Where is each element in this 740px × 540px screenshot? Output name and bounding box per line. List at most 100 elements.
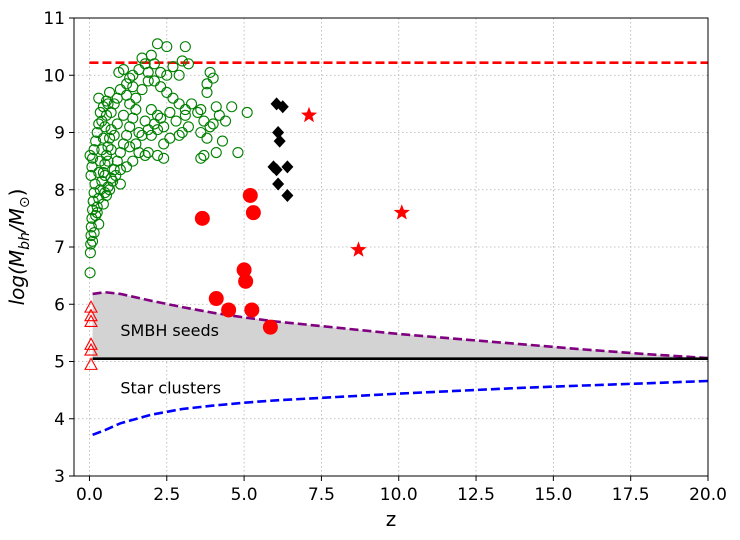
low-z-quasar-point [114, 84, 126, 96]
y-label-mid: /M [5, 208, 29, 234]
x-tick-label: 7.5 [308, 485, 335, 505]
y-tick-label: 9 [54, 124, 65, 144]
low-z-quasar-point [185, 98, 198, 110]
low-z-quasar-point [139, 149, 151, 161]
red-circle-point [245, 205, 261, 221]
low-z-quasar-point [170, 115, 182, 127]
low-z-quasar-point [84, 149, 96, 161]
low-z-quasar-point [167, 61, 179, 73]
low-z-quasar-point [127, 69, 139, 81]
low-z-quasar-point [182, 121, 194, 133]
tick-layer: 0.0 2.5 5.0 7.5 10.0 12.5 15.0 17.5 20.0 3 4 5 6 7 8 9 1… [43, 9, 727, 505]
low-z-quasar-point [85, 230, 97, 242]
shaded-region-layer [92, 292, 709, 359]
open-triangle-point [84, 314, 98, 327]
y-tick-label: 5 [54, 353, 65, 373]
low-z-quasar-point [145, 129, 157, 141]
low-z-quasar-point [173, 98, 185, 110]
red-circle-point [238, 273, 254, 289]
low-z-quasar-point [94, 155, 106, 167]
low-z-quasar-point [105, 144, 117, 156]
low-z-quasar-point [130, 138, 142, 150]
low-z-quasar-point [108, 129, 120, 141]
low-z-quasar-point [161, 41, 173, 53]
low-z-quasar-point [182, 58, 194, 70]
low-z-quasar-point [97, 132, 109, 144]
low-z-quasar-point [148, 58, 160, 70]
low-z-quasar-point [201, 78, 213, 90]
low-z-quasar-point [232, 146, 244, 159]
low-z-quasar-point [86, 161, 98, 173]
open-triangle-point [84, 342, 98, 356]
low-z-quasar-point [99, 121, 111, 133]
low-z-quasar-point [96, 115, 108, 127]
low-z-quasar-point [142, 124, 154, 136]
low-z-quasar-point [96, 144, 108, 156]
low-z-quasar-point [204, 121, 216, 133]
low-z-quasar-point [130, 104, 142, 116]
low-z-quasar-point [117, 109, 130, 121]
low-z-quasar-point [124, 72, 136, 84]
low-z-quasar-point [107, 175, 119, 187]
low-z-quasar-point [195, 152, 207, 164]
low-z-quasar-point [88, 144, 100, 156]
low-z-quasar-point [85, 169, 97, 181]
x-tick-label: 5.0 [231, 485, 258, 505]
low-z-quasar-point [195, 104, 207, 116]
low-z-quasar-point [210, 146, 222, 159]
x-tick-label: 10.0 [380, 485, 418, 505]
low-z-quasar-point [87, 152, 99, 164]
low-z-quasar-point [179, 41, 191, 53]
low-z-quasar-point [108, 98, 120, 110]
low-z-quasar-point [161, 69, 173, 81]
annotation-layer: SMBH seeds Star clusters [120, 321, 221, 397]
low-z-quasar-point [88, 227, 100, 239]
star-point [301, 106, 318, 123]
low-z-quasar-point [104, 86, 116, 98]
red-circle-point [244, 302, 260, 318]
high-z-quasar-point [272, 177, 285, 191]
low-z-quasar-point [100, 189, 113, 202]
low-z-quasar-point [94, 106, 106, 119]
low-z-quasar-point [155, 81, 167, 93]
high-z-quasar-point [272, 126, 285, 139]
high-z-quasar-point [281, 160, 294, 174]
point-layer [84, 38, 410, 370]
open-triangle-point [84, 357, 98, 370]
y-label-sub-bh: bh [17, 232, 33, 250]
low-z-quasar-point [155, 66, 167, 78]
low-z-quasar-point [145, 104, 157, 116]
low-z-quasar-point [84, 247, 96, 259]
low-z-quasar-point [158, 138, 170, 150]
low-z-quasar-point [210, 101, 222, 113]
low-z-quasar-point [93, 167, 105, 179]
low-z-quasar-point [121, 161, 133, 173]
low-z-quasar-point [142, 75, 154, 87]
red-circle-point [221, 302, 237, 318]
low-z-quasar-point [195, 126, 207, 139]
low-z-quasar-point [173, 69, 185, 81]
low-z-quasar-point [148, 75, 160, 87]
star-point [350, 241, 367, 257]
low-z-quasar-point [179, 104, 191, 116]
annotation-text: SMBH seeds [120, 321, 219, 340]
star-point [393, 204, 410, 220]
low-z-quasar-point [102, 155, 114, 167]
low-z-quasar-point [136, 129, 148, 141]
low-z-quasar-point [151, 124, 164, 136]
low-z-quasar-point [241, 106, 253, 119]
low-z-quasar-point [121, 78, 133, 90]
y-label-sub-sun: ⊙ [17, 196, 33, 208]
low-z-quasar-point [161, 86, 173, 98]
low-z-quasar-point [142, 66, 154, 78]
y-tick-label: 7 [54, 238, 65, 258]
annotation-text: Star clusters [120, 378, 221, 397]
low-z-quasar-point [110, 169, 122, 181]
open-triangle-point [84, 337, 98, 350]
low-z-quasar-point [176, 126, 188, 139]
high-z-quasar-point [276, 100, 289, 114]
low-z-quasar-point [111, 118, 123, 130]
low-z-quasar-point [105, 124, 117, 136]
low-z-quasar-point [91, 201, 103, 213]
x-tick-label: 17.5 [612, 485, 650, 505]
